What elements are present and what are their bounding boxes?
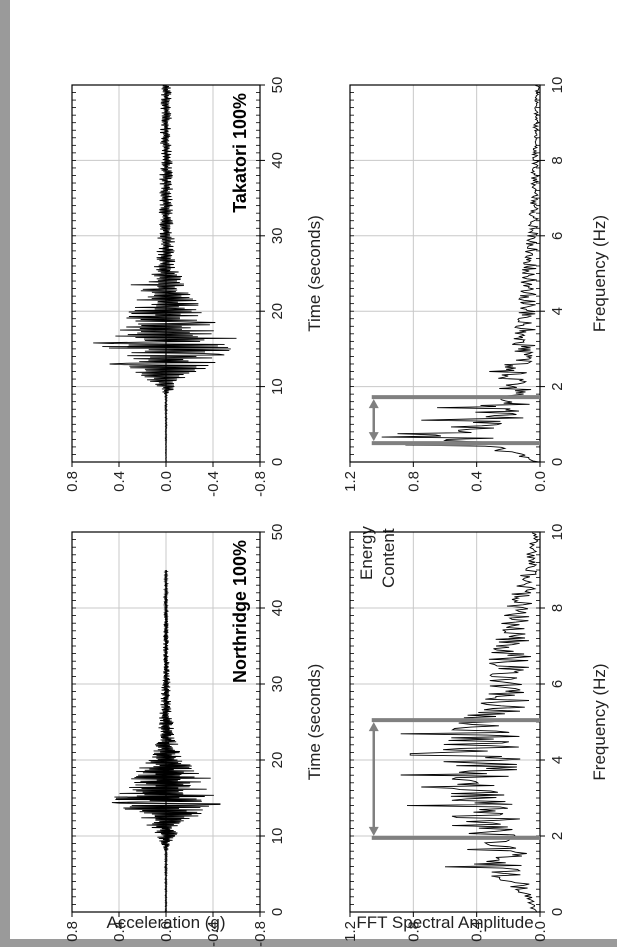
plot-northridge-acceleration: 0 10 20 30 40 50 0.8 0.4 0.0 -0.4 -0.8 Northridge 1…: [64, 524, 286, 947]
left-border-band: [0, 0, 10, 947]
arrow-head-right: [368, 399, 379, 409]
series-line: [400, 532, 539, 913]
plot-frame: [71, 84, 261, 463]
y-tick-label: 0.8: [405, 921, 422, 942]
x-tick-label: 0: [549, 458, 566, 466]
y-tick-label: 0.0: [532, 471, 549, 492]
x-tick-label: 0: [269, 458, 286, 466]
x-tick-label: 2: [549, 382, 566, 390]
x-tick-label: 10: [549, 77, 566, 94]
y-tick-label: 0.8: [405, 471, 422, 492]
y-tick-label: 0.4: [111, 921, 128, 942]
y-tick-label: -0.8: [252, 921, 269, 947]
y-tick-label: 0.4: [111, 471, 128, 492]
plot-takatori-acceleration: 0 10 20 30 40 50 0.8 0.4 0.0 -0.4 -0.8 Takatori 100…: [64, 77, 286, 497]
plot-northridge-fft: 0 2 4 6 8 10 1.2 0.8 0.4 0.0: [342, 524, 566, 942]
y-tick-label: 0.0: [158, 921, 175, 942]
plot-frame: [349, 84, 541, 463]
y-tick-label: 1.2: [342, 921, 359, 942]
x-tick-label: 50: [269, 77, 286, 94]
x-tick-label: 10: [549, 524, 566, 541]
fft-ylabel: FFT Spectral Amplitude: [356, 913, 533, 932]
x-tick-label: 4: [549, 307, 566, 315]
x-tick-label: 4: [549, 756, 566, 764]
y-tick-label: 1.2: [342, 471, 359, 492]
x-tick-label: 10: [269, 828, 286, 845]
y-tick-label: 0.8: [64, 921, 81, 942]
y-tick-label: 0.0: [158, 471, 175, 492]
x-tick-label: 10: [269, 378, 286, 395]
y-tick-label: -0.8: [252, 471, 269, 497]
series-line: [381, 84, 540, 463]
x-tick-label: 20: [269, 752, 286, 769]
x-tick-label: 0: [549, 908, 566, 916]
plot-takatori-fft: 0 2 4 6 8 10 1.2 0.8 0.4 0.0: [342, 77, 566, 492]
energy-annotation-line1: Energy: [357, 526, 376, 580]
arrow-head-right: [368, 722, 379, 732]
plot-title: Northridge 100%: [230, 540, 250, 683]
y-tick-label: 0.8: [64, 471, 81, 492]
y-tick-label: 0.0: [532, 921, 549, 942]
y-tick-label: -0.4: [205, 471, 222, 497]
freq-xlabel-north: Frequency (Hz): [590, 663, 609, 780]
bottom-border-band: [0, 939, 617, 947]
x-tick-label: 30: [269, 676, 286, 693]
plot-frame: [71, 531, 261, 913]
time-xlabel-taka: Time (seconds): [305, 215, 324, 332]
time-xlabel-north: Time (seconds): [305, 664, 324, 781]
y-tick-label: 0.4: [469, 921, 486, 942]
x-tick-label: 40: [269, 152, 286, 169]
x-tick-label: 30: [269, 227, 286, 244]
x-tick-label: 6: [549, 232, 566, 240]
plot-title: Takatori 100%: [230, 93, 250, 213]
y-tick-label: -0.4: [205, 921, 222, 947]
rotated-figure: Acceleration (g) FFT Spectral Amplitude …: [64, 77, 609, 947]
x-tick-label: 6: [549, 680, 566, 688]
acc-ylabel: Acceleration (g): [106, 913, 225, 932]
x-tick-label: 2: [549, 832, 566, 840]
energy-annotation-line2: Content: [379, 528, 398, 588]
y-tick-label: 0.4: [469, 471, 486, 492]
x-tick-label: 40: [269, 600, 286, 617]
freq-xlabel-taka: Frequency (Hz): [590, 215, 609, 332]
x-tick-label: 50: [269, 524, 286, 541]
x-tick-label: 8: [549, 156, 566, 164]
x-tick-label: 20: [269, 303, 286, 320]
x-tick-label: 8: [549, 604, 566, 612]
arrow-head-left: [368, 826, 379, 836]
arrow-head-left: [368, 432, 379, 442]
x-tick-label: 0: [269, 908, 286, 916]
